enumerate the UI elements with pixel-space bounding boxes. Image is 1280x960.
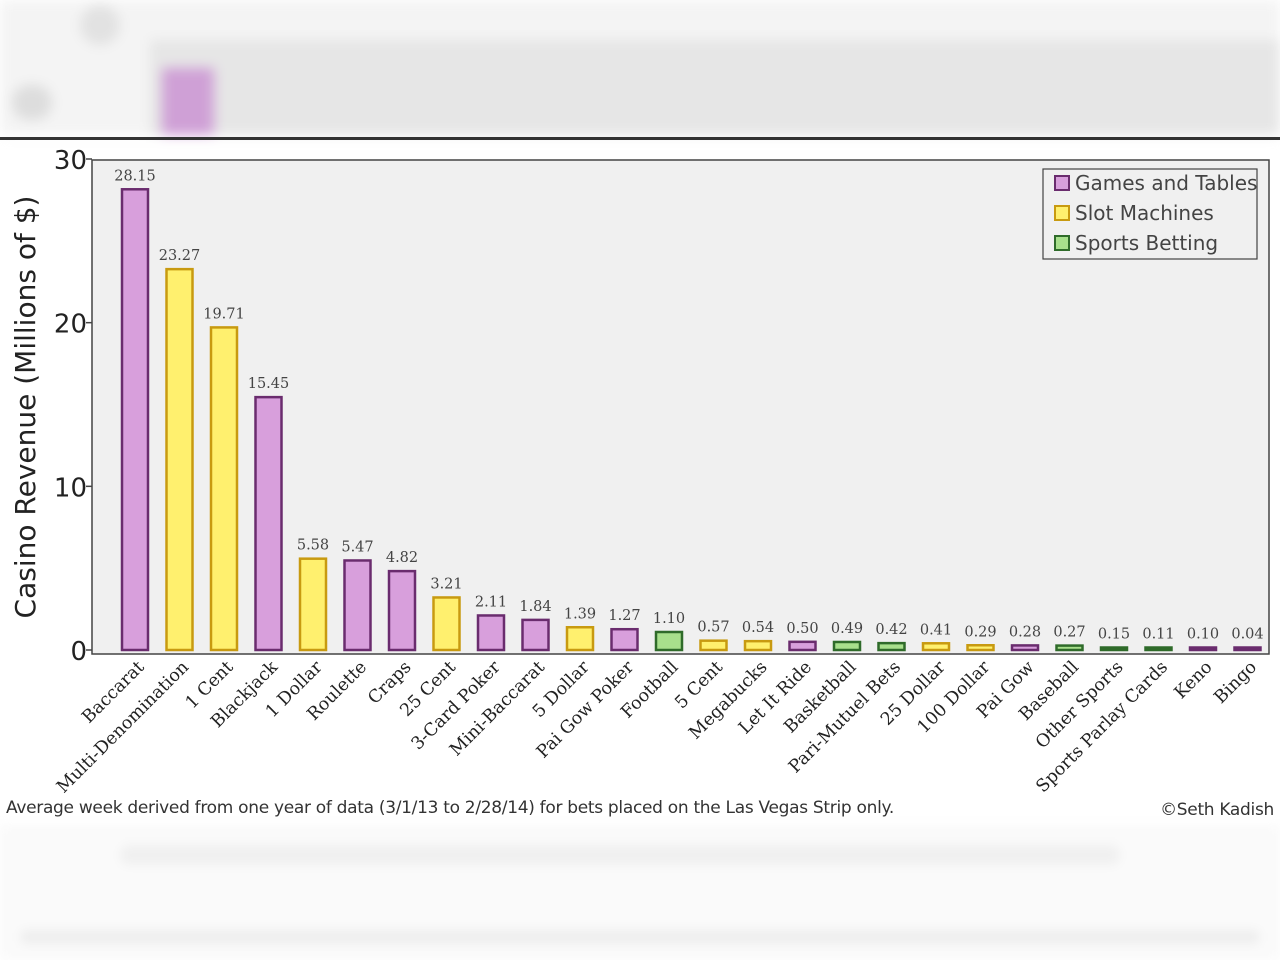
bar <box>120 188 150 652</box>
footnote: Average week derived from one year of da… <box>6 798 894 818</box>
legend-swatch <box>1054 205 1070 221</box>
legend-label: Slot Machines <box>1075 201 1214 225</box>
bar <box>1144 646 1173 652</box>
y-axis: 0 10 20 30 <box>54 146 92 667</box>
legend-label: Sports Betting <box>1075 231 1218 255</box>
value-label: 1.84 <box>519 599 551 615</box>
legend: Games and Tables Slot Machines Sports Bett… <box>1042 168 1258 260</box>
value-label: 5.47 <box>341 539 373 555</box>
value-label: 1.39 <box>564 606 596 622</box>
value-label: 0.11 <box>1142 627 1174 643</box>
bar <box>1099 646 1129 652</box>
value-label: 28.15 <box>114 168 156 184</box>
value-label: 15.45 <box>248 376 290 392</box>
value-labels: 28.15 23.27 19.71 15.45 5.58 5.47 4.82 3.21 2.11… <box>114 168 1263 642</box>
bar-chart: 0 10 20 30 28.15 23.27 19.71 15.45 5.58 5.47 4.82… <box>9 146 1270 797</box>
bar <box>966 644 995 652</box>
bar <box>699 639 728 652</box>
bar <box>298 557 328 652</box>
bar <box>165 267 194 652</box>
value-label: 4.82 <box>386 550 418 566</box>
top-divider <box>0 137 1280 140</box>
y-tick-label: 10 <box>54 473 87 503</box>
bar <box>654 630 684 652</box>
value-label: 0.57 <box>697 620 729 636</box>
bar <box>610 627 639 652</box>
blurred-background-top <box>0 0 1280 135</box>
y-tick-label: 0 <box>70 637 87 667</box>
value-label: 0.42 <box>875 622 907 638</box>
bar <box>209 326 239 652</box>
bar <box>743 639 773 652</box>
value-label: 0.50 <box>786 621 818 637</box>
value-label: 0.49 <box>831 621 863 637</box>
bar <box>521 618 550 652</box>
credit: ©Seth Kadish <box>1160 800 1274 820</box>
x-tick-label: Bingo <box>1210 657 1261 708</box>
value-label: 3.21 <box>430 576 462 592</box>
y-axis-label: Casino Revenue (Millions of $) <box>9 196 42 619</box>
legend-label: Games and Tables <box>1075 171 1257 195</box>
legend-box <box>1042 168 1258 260</box>
bar <box>832 640 862 652</box>
bar <box>1233 646 1262 652</box>
bar <box>432 596 461 652</box>
bars <box>120 188 1262 652</box>
value-label: 0.27 <box>1053 625 1085 641</box>
value-label: 0.10 <box>1187 627 1219 643</box>
value-label: 0.54 <box>742 620 774 636</box>
bar <box>1010 644 1040 652</box>
y-tick-label: 20 <box>54 310 87 340</box>
value-label: 0.29 <box>964 624 996 640</box>
bar <box>921 642 951 652</box>
bar <box>1055 644 1084 652</box>
bar <box>343 559 372 652</box>
value-label: 0.41 <box>920 622 952 638</box>
bar <box>254 395 283 652</box>
value-label: 19.71 <box>203 306 245 322</box>
y-tick-label: 30 <box>54 146 87 176</box>
legend-swatch <box>1054 175 1070 191</box>
value-label: 1.10 <box>653 611 685 627</box>
blurred-background-bottom <box>0 825 1280 960</box>
bar <box>1188 646 1218 652</box>
legend-swatch <box>1054 235 1070 251</box>
value-label: 1.27 <box>608 608 640 624</box>
bar <box>788 640 817 652</box>
value-label: 23.27 <box>159 248 201 264</box>
bar <box>565 626 595 652</box>
x-tick-label: Keno <box>1171 657 1217 703</box>
value-label: 0.04 <box>1231 627 1263 643</box>
bar <box>387 569 417 652</box>
value-label: 5.58 <box>297 538 329 554</box>
value-label: 0.28 <box>1009 624 1041 640</box>
value-label: 2.11 <box>475 594 507 610</box>
value-label: 0.15 <box>1098 627 1130 643</box>
bar <box>476 614 506 652</box>
bar <box>877 641 906 652</box>
